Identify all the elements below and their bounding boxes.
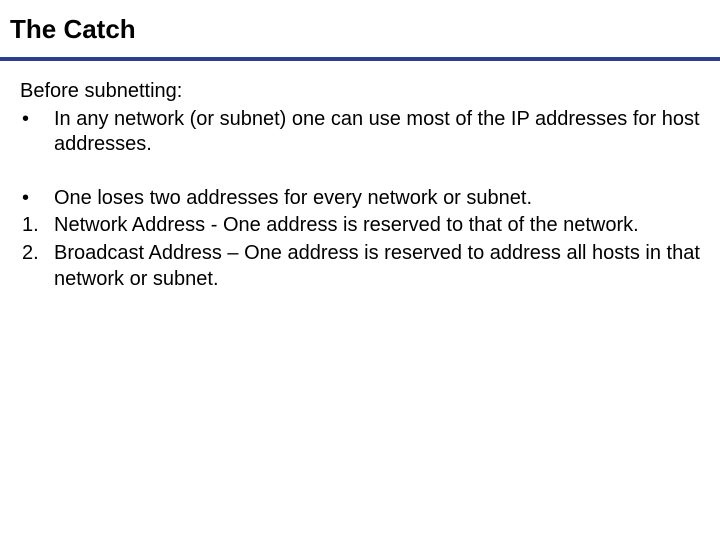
list-item: 2. Broadcast Address – One address is re… [20,241,700,292]
bullet-block-2: • One loses two addresses for every netw… [20,186,700,292]
title-region: The Catch [0,0,720,51]
list-item: • One loses two addresses for every netw… [20,186,700,212]
bullet-block-1: • In any network (or subnet) one can use… [20,107,700,158]
list-item: 1. Network Address - One address is rese… [20,213,700,239]
number-marker: 1. [20,213,54,239]
slide-title: The Catch [10,14,720,45]
list-item-text: In any network (or subnet) one can use m… [54,107,700,158]
bullet-marker: • [20,107,54,133]
bullet-marker: • [20,186,54,212]
list-item: • In any network (or subnet) one can use… [20,107,700,158]
list-item-text: One loses two addresses for every networ… [54,186,700,212]
block-spacer [20,160,700,186]
list-item-text: Broadcast Address – One address is reser… [54,241,700,292]
list-item-text: Network Address - One address is reserve… [54,213,700,239]
number-marker: 2. [20,241,54,267]
slide: { "colors": { "background": "#ffffff", "… [0,0,720,540]
intro-text: Before subnetting: [20,79,700,105]
slide-body: Before subnetting: • In any network (or … [0,61,720,292]
